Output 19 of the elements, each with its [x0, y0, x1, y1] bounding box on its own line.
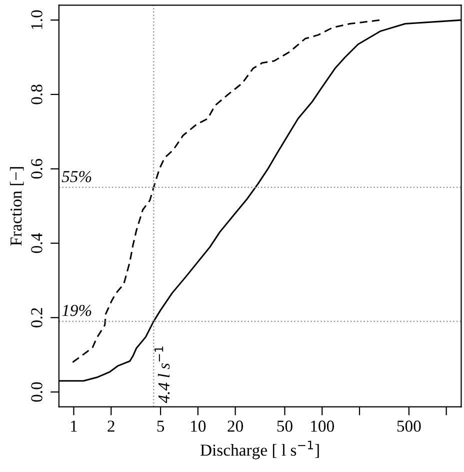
x-tick-label: 50 — [277, 420, 292, 432]
x-tick-label: 500 — [397, 420, 421, 432]
x-tick-label: 5 — [157, 420, 164, 432]
y-tick-label: 0.6 — [31, 158, 42, 179]
ref-line-label: 4.4 l s$^{−1}$ — [154, 346, 170, 404]
x-tick-label: 1 — [71, 420, 77, 432]
x-tick-label: 20 — [228, 420, 244, 432]
y-tick-label: 0.4 — [31, 233, 42, 253]
y-tick-label: 0.0 — [31, 382, 42, 402]
ref-line-label: 55% — [62, 170, 92, 182]
x-tick-label: 10 — [191, 420, 206, 432]
y-tick-label: 0.2 — [31, 308, 42, 328]
y-tick-label: 1.0 — [31, 10, 42, 30]
x-tick-label: 100 — [311, 420, 334, 432]
x-axis-title: Discharge [ l s$^{−1}$] — [200, 440, 319, 460]
x-tick-label: 2 — [108, 420, 114, 432]
y-tick-label: 0.8 — [31, 84, 42, 104]
ref-line-label: 19% — [62, 304, 92, 316]
y-axis-title: Fraction [−] — [10, 167, 24, 246]
